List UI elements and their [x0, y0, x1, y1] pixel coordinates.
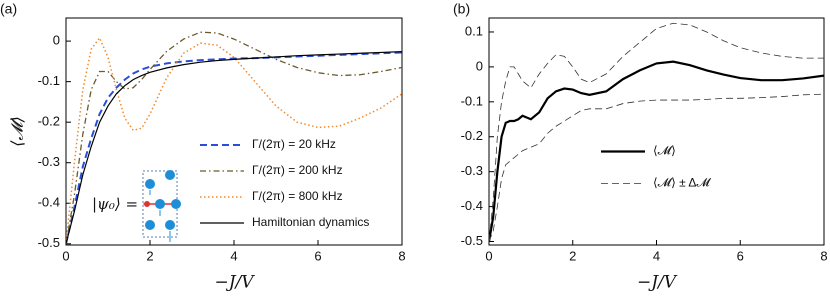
- y-tick-label: 0: [476, 58, 483, 73]
- y-tick-label: -0.5: [461, 233, 483, 248]
- y-tick-label: -0.4: [461, 198, 483, 213]
- x-tick-label: 2: [569, 248, 576, 263]
- series-line: [489, 93, 824, 242]
- annotation: |ψ₀⟩ =: [92, 195, 138, 213]
- x-tick-label: 2: [146, 248, 153, 263]
- y-tick-label: 0: [53, 33, 60, 48]
- series-line: [66, 31, 402, 244]
- x-tick-label: 6: [737, 248, 744, 263]
- inset-lattice: [142, 170, 181, 242]
- atom: [171, 199, 181, 209]
- legend-label: Γ/(2π) = 20 kHz: [252, 137, 336, 151]
- atom: [165, 170, 175, 180]
- x-tick-label: 0: [62, 248, 69, 263]
- y-tick-label: -0.2: [461, 128, 483, 143]
- site: [144, 201, 150, 207]
- legend-label: Hamiltonian dynamics: [252, 215, 369, 229]
- y-tick-label: -0.5: [38, 235, 60, 250]
- panel: 0 2 4 6 8 -0.5 -0.4 -0.3 -0.2 -0.1 0 0.1 ⟨𝓜⟩ ⟨𝓜⟩ ± Δ𝓜…: [453, 1, 828, 293]
- y-axis-label: ⟨𝓜⟩: [8, 116, 27, 146]
- atom: [145, 179, 155, 189]
- x-tick-label: 4: [653, 248, 660, 263]
- y-tick-label: 0.1: [465, 23, 483, 38]
- atom: [155, 199, 165, 209]
- atom: [165, 220, 175, 230]
- plot-frame: [488, 17, 825, 246]
- x-tick-label: 0: [485, 248, 492, 263]
- y-tick-label: -0.3: [38, 154, 60, 169]
- panel-label: (b): [453, 1, 470, 17]
- series-line: [66, 51, 402, 245]
- atom: [145, 220, 155, 230]
- legend-label: ⟨𝓜⟩: [653, 144, 676, 158]
- y-tick-label: -0.3: [461, 163, 483, 178]
- series-line: [489, 60, 824, 242]
- x-tick-label: 4: [230, 248, 237, 263]
- panel: 0 2 4 6 8 -0.5 -0.4 -0.3 -0.2 -0.1 0 Γ/(2π) = 20 kH…: [0, 1, 406, 293]
- y-tick-label: -0.4: [38, 195, 60, 210]
- y-tick-label: -0.2: [38, 114, 60, 129]
- x-axis-label: −J/V: [637, 273, 678, 293]
- legend-label: Γ/(2π) = 200 kHz: [252, 163, 343, 177]
- x-axis-label: −J/V: [214, 273, 255, 293]
- series-line: [489, 22, 824, 242]
- y-tick-label: -0.1: [38, 73, 60, 88]
- legend-label: ⟨𝓜⟩ ± Δ𝓜: [653, 176, 711, 190]
- x-tick-label: 8: [820, 248, 827, 263]
- x-tick-label: 6: [314, 248, 321, 263]
- series-line: [66, 51, 402, 244]
- lattice-frame: [142, 170, 178, 238]
- y-tick-label: -0.1: [461, 93, 483, 108]
- panel-label: (a): [0, 1, 17, 17]
- series-line: [66, 36, 402, 244]
- x-tick-label: 8: [398, 248, 405, 263]
- legend-label: Γ/(2π) = 800 kHz: [252, 189, 343, 203]
